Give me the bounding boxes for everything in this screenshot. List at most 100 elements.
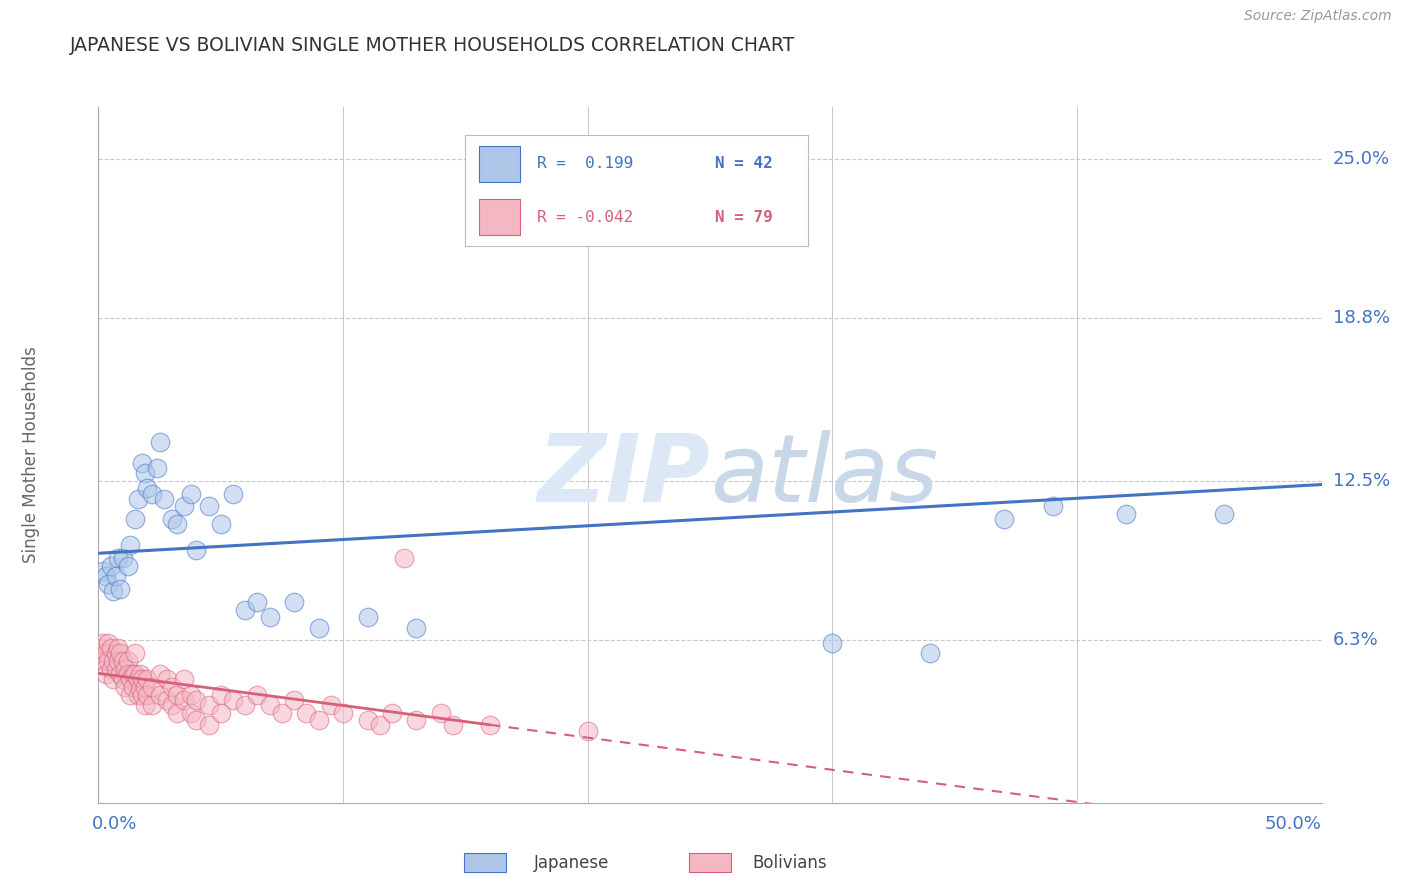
Point [233,602,256,616]
Point [134,680,156,694]
Point [270,706,294,720]
Point [233,698,256,712]
FancyBboxPatch shape [479,200,520,235]
Point [920,646,942,660]
Point [368,718,391,732]
Point [94,569,117,583]
Point [111,551,134,566]
Point [97,636,120,650]
Text: N = 42: N = 42 [716,156,773,171]
Point [111,654,134,668]
Point [319,698,342,712]
Point [166,517,188,532]
Point [131,688,153,702]
FancyBboxPatch shape [479,146,520,182]
Point [127,672,149,686]
Point [197,718,219,732]
Point [153,491,176,506]
Point [110,667,132,681]
Point [173,692,195,706]
Point [156,672,179,686]
Point [356,714,378,728]
Point [120,688,142,702]
Point [100,662,122,676]
Point [259,610,281,624]
Point [405,621,427,635]
Point [576,723,599,738]
Point [166,688,188,702]
Point [197,698,219,712]
Point [124,646,146,660]
Point [166,706,188,720]
Point [101,584,124,599]
Point [160,680,183,694]
Point [993,512,1015,526]
Point [114,680,136,694]
Point [134,698,156,712]
Point [295,706,318,720]
Point [124,667,146,681]
Point [114,662,136,676]
Point [117,667,139,681]
Point [1212,507,1234,521]
Point [821,636,844,650]
Point [259,698,281,712]
Point [246,688,269,702]
Point [180,688,202,702]
Point [110,582,132,596]
Point [101,672,124,686]
Point [129,667,152,681]
Point [160,512,183,526]
Point [90,646,112,660]
Point [94,646,117,660]
Text: atlas: atlas [710,430,938,521]
Point [186,543,208,558]
Point [478,718,501,732]
Point [141,486,163,500]
Point [146,460,169,475]
Point [405,714,427,728]
Text: N = 79: N = 79 [716,210,773,225]
Point [1115,507,1137,521]
Text: ZIP: ZIP [537,430,710,522]
Text: JAPANESE VS BOLIVIAN SINGLE MOTHER HOUSEHOLDS CORRELATION CHART: JAPANESE VS BOLIVIAN SINGLE MOTHER HOUSE… [70,36,796,54]
Point [332,706,354,720]
Text: 12.5%: 12.5% [1333,472,1391,490]
Point [430,706,453,720]
Point [156,692,179,706]
Point [392,551,416,566]
Point [107,654,129,668]
Point [209,517,232,532]
Text: R = -0.042: R = -0.042 [537,210,634,225]
Text: 0.0%: 0.0% [93,815,138,833]
Point [104,646,127,660]
Text: R =  0.199: R = 0.199 [537,156,634,171]
Point [180,706,202,720]
Text: 6.3%: 6.3% [1333,632,1378,649]
Text: Source: ZipAtlas.com: Source: ZipAtlas.com [1244,9,1392,23]
Point [209,688,232,702]
Point [186,692,208,706]
Point [121,680,143,694]
Point [110,646,132,660]
Point [136,672,159,686]
Point [107,641,129,656]
Point [141,680,163,694]
Point [173,500,195,514]
Point [173,672,195,686]
Point [100,641,122,656]
Point [127,491,149,506]
Point [149,667,172,681]
Point [111,672,134,686]
Point [149,435,172,450]
Point [308,714,330,728]
Point [136,482,159,496]
Point [104,569,127,583]
Point [107,551,129,566]
Point [100,558,122,573]
Point [246,595,269,609]
Point [90,641,112,656]
Point [1042,500,1064,514]
Point [186,714,208,728]
Point [129,682,152,697]
